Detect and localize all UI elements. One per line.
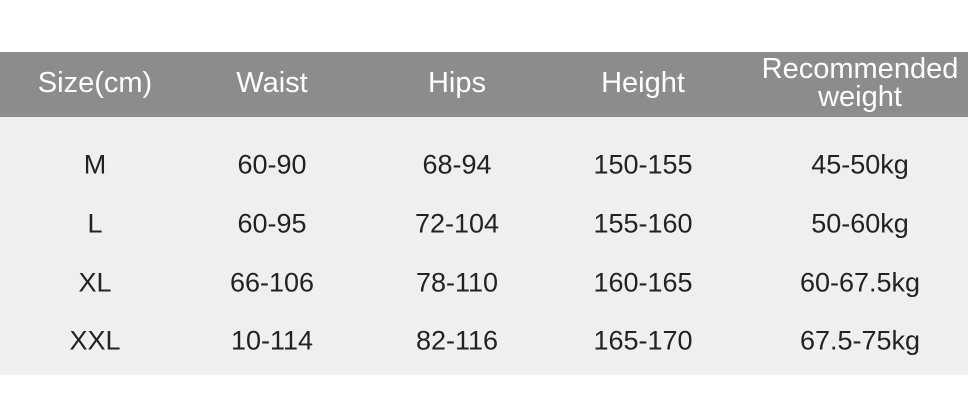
table-cell: XL <box>78 267 112 298</box>
table-cell: 60-95 <box>237 208 307 239</box>
header-bar <box>0 52 968 117</box>
column-header: Height <box>601 67 685 99</box>
table-cell: 155-160 <box>593 208 693 239</box>
table-cell: 45-50kg <box>811 149 909 180</box>
table-cell: L <box>87 208 103 239</box>
table-cell: 68-94 <box>422 149 492 180</box>
table-cell: 60-67.5kg <box>799 267 921 298</box>
table-cell: XXL <box>69 325 121 356</box>
table-cell: 165-170 <box>593 325 693 356</box>
column-header: Size(cm) <box>37 67 153 99</box>
table-cell: 67.5-75kg <box>799 325 921 356</box>
table-cell: 72-104 <box>414 208 500 239</box>
table-cell: 150-155 <box>593 149 693 180</box>
table-cell: 66-106 <box>229 267 315 298</box>
table-cell: 10-114 <box>230 325 314 356</box>
table-cell: 82-116 <box>415 325 499 356</box>
column-header: Recommended weight <box>761 53 959 113</box>
column-header: Waist <box>236 67 308 99</box>
column-header: Hips <box>427 67 486 99</box>
table-body <box>0 117 968 375</box>
table-cell: 78-110 <box>415 267 499 298</box>
table-cell: 60-90 <box>237 149 307 180</box>
table-cell: M <box>83 149 107 180</box>
table-cell: 160-165 <box>593 267 693 298</box>
table-cell: 50-60kg <box>811 208 909 239</box>
